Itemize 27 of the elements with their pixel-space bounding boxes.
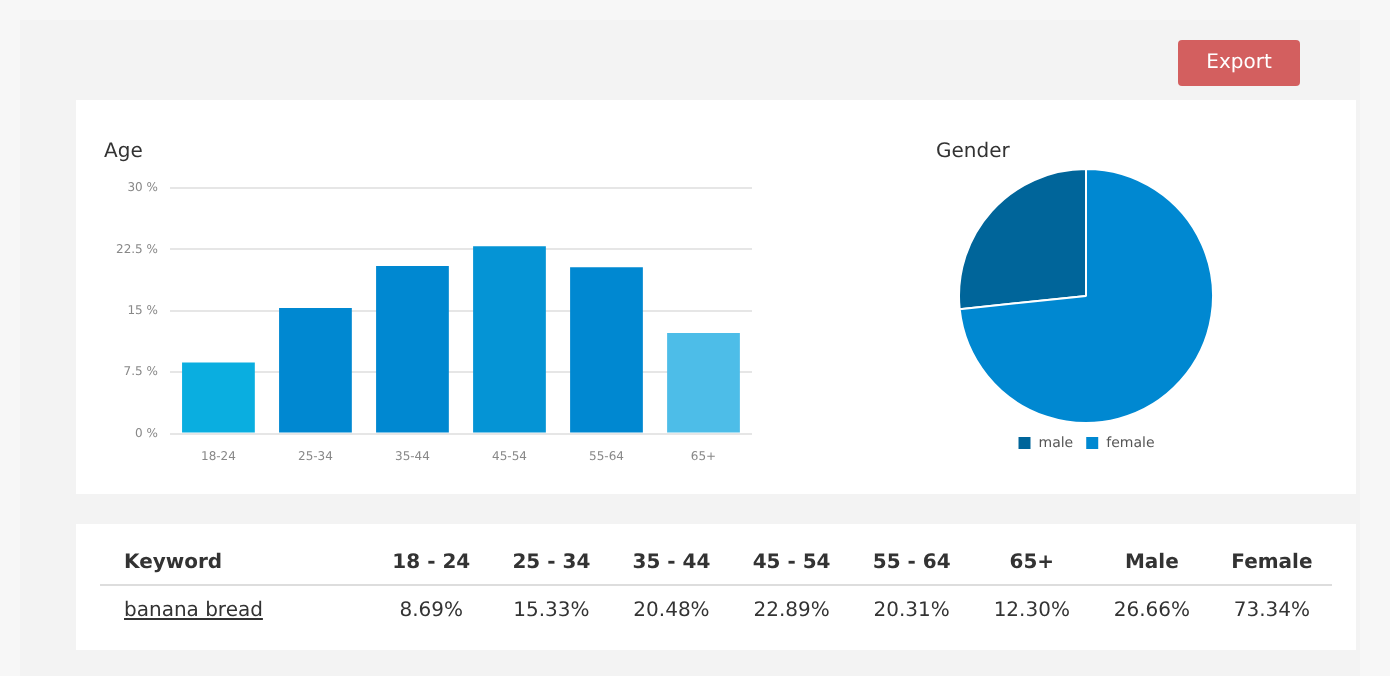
chart-title: Gender [936, 141, 1012, 164]
category-label: 35 - 44 [630, 551, 713, 573]
bar [182, 362, 255, 433]
category-label: 45 - 54 [750, 551, 833, 573]
bar [473, 246, 546, 433]
text: Export [1178, 40, 1300, 86]
bar [279, 308, 352, 433]
chart-title: Age [104, 141, 143, 164]
text: 15.33% [513, 599, 590, 621]
text: banana bread [122, 599, 265, 621]
text: 22.89% [753, 599, 830, 621]
text: 26.66% [1113, 599, 1190, 621]
bar [570, 267, 643, 433]
category-label: 65+ [1007, 551, 1057, 573]
category-label: Male [1122, 551, 1181, 573]
text: 8.69% [399, 599, 464, 621]
text: Keyword [122, 551, 225, 573]
category-label: 18 - 24 [390, 551, 473, 573]
text: 20.48% [633, 599, 710, 621]
text: 12.30% [993, 599, 1070, 621]
text: 73.34% [1233, 599, 1311, 621]
text: 20.31% [873, 599, 950, 621]
bar [376, 265, 449, 433]
category-label: 55 - 64 [870, 551, 953, 573]
bar [667, 332, 740, 433]
category-label: Female [1229, 551, 1315, 573]
category-label: 25 - 34 [510, 551, 593, 573]
